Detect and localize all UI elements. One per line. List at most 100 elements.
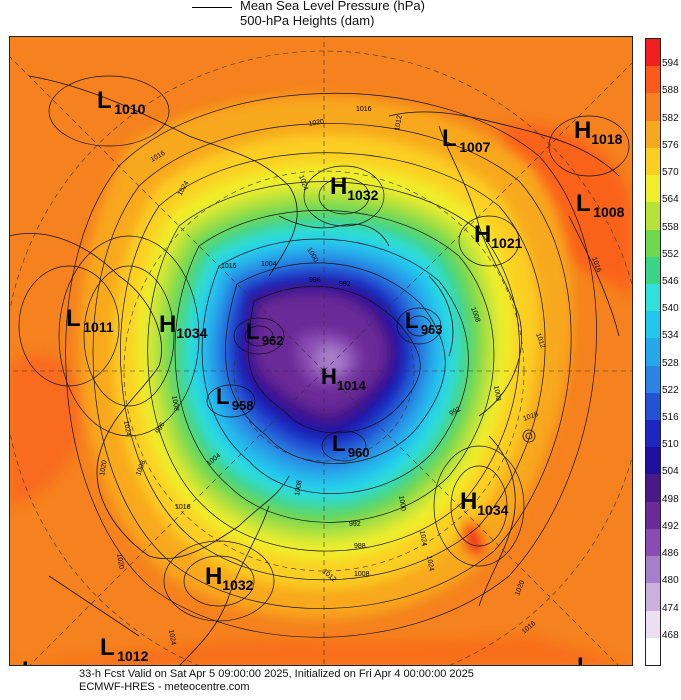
center-value: 1032 — [347, 187, 378, 203]
center-value: 1012 — [117, 648, 148, 664]
model-source-text: ECMWF-HRES - meteocentre.com — [79, 681, 250, 693]
center-letter: H — [460, 488, 477, 515]
center-letter: H — [474, 221, 491, 248]
colorbar-cell — [646, 120, 660, 149]
isobar-label: 1020 — [514, 580, 526, 597]
colorbar-level-label: 576 — [662, 139, 679, 151]
center-value: 1011 — [83, 319, 114, 335]
center-letter: L — [405, 308, 418, 333]
isobar-label: 1024 — [167, 629, 177, 646]
colorbar-cell — [646, 392, 660, 421]
colorbar-level-label: 498 — [662, 493, 679, 505]
colorbar-level-label: 534 — [662, 330, 679, 342]
colorbar-cell — [646, 66, 660, 94]
isobar-label: 1024 — [418, 530, 428, 547]
isobars — [18, 75, 630, 638]
high-pressure-center: H 1014 — [321, 364, 367, 393]
colorbar-cell — [646, 365, 660, 394]
center-letter: H — [330, 173, 347, 200]
colorbar-level-label: 528 — [662, 357, 679, 369]
colorbar-level-label: 504 — [662, 466, 679, 478]
colorbar-level-label: 474 — [662, 602, 679, 614]
colorbar-level-label: 486 — [662, 548, 679, 560]
center-letter: L — [442, 125, 457, 152]
center-value: 960 — [348, 445, 370, 460]
high-pressure-center: H 1034 — [460, 488, 509, 518]
colorbar-cell — [646, 420, 660, 448]
low-pressure-center: L 1007 — [442, 125, 491, 155]
coastlines — [9, 75, 620, 666]
colorbar-cell — [646, 256, 660, 285]
colorbar-cell — [646, 338, 660, 367]
colorbar-cell — [646, 39, 660, 67]
center-value: 1014 — [337, 378, 367, 393]
colorbar-level-label: 564 — [662, 194, 679, 206]
center-letter: L — [577, 653, 592, 666]
isobar-label: 1008 — [469, 306, 481, 323]
colorbar-cell — [646, 528, 660, 557]
center-letter: L — [576, 190, 591, 217]
low-pressure-center: L1013 — [240, 662, 255, 666]
map-legend: Mean Sea Level Pressure (hPa) 500-hPa He… — [0, 0, 681, 32]
forecast-map: 1016 1020 1016 1012 1024 1024 1004 1000 996 992 10… — [9, 36, 633, 666]
center-letter: L — [246, 319, 259, 344]
colorbar-level-label: 540 — [662, 303, 679, 315]
isobar-label: 1016 — [522, 411, 539, 423]
graticule — [9, 36, 633, 666]
center-letter: L — [97, 87, 112, 114]
center-letter: L — [66, 305, 81, 332]
high-pressure-center: H 1021 — [474, 221, 523, 251]
forecast-valid-text: 33-h Fcst Valid on Sat Apr 5 09:00:00 20… — [79, 668, 474, 680]
isobar-label: 1024 — [297, 174, 309, 191]
center-value: 963 — [421, 322, 443, 337]
center-letter: H — [205, 563, 222, 590]
colorbar-level-label: 522 — [662, 384, 679, 396]
isobar-label: 1016 — [221, 263, 237, 270]
center-letter: L — [22, 657, 37, 666]
low-pressure-center: L 1008 — [576, 190, 625, 220]
isobar-label: 996 — [155, 421, 167, 435]
colorbar-cell — [646, 501, 660, 530]
isobar-label: 1012 — [394, 115, 404, 132]
isobar-label: 1008 — [294, 480, 304, 497]
center-value: 1018 — [591, 131, 622, 147]
low-pressure-center: L 1012 — [100, 634, 149, 664]
center-value: 1021 — [491, 235, 522, 251]
isobar-label: 1012 — [534, 332, 546, 349]
center-value: 962 — [262, 333, 284, 348]
colorbar-level-label: 492 — [662, 520, 679, 532]
colorbar-cell — [646, 202, 660, 230]
colorbar-cell — [646, 637, 660, 666]
center-letter: L — [240, 662, 255, 666]
colorbar-cell — [646, 93, 660, 122]
center-letter: H — [159, 311, 176, 338]
high-pressure-center: H 1034 — [159, 311, 208, 341]
isobar-label: 996 — [309, 277, 321, 284]
isobar-label: 1020 — [115, 553, 125, 570]
isobar-label: 1020 — [99, 460, 109, 477]
center-letter: L — [100, 634, 115, 661]
colorbar-cell — [646, 311, 660, 339]
colorbar-level-label: 570 — [662, 167, 679, 179]
footer: 33-h Fcst Valid on Sat Apr 5 09:00:00 20… — [0, 666, 681, 700]
center-value: 958 — [232, 398, 254, 413]
isobar-label: 1000 — [397, 495, 407, 512]
isobar-label: 1008 — [170, 395, 180, 412]
colorbar-level-label: 510 — [662, 439, 679, 451]
colorbar-cell — [646, 474, 660, 503]
center-value: 1008 — [593, 204, 624, 220]
isobar-label: 1024 — [122, 420, 132, 437]
isobar-label: 1016 — [356, 106, 372, 113]
isobar-label: 988 — [354, 543, 366, 550]
colorbar-cell — [646, 447, 660, 475]
low-pressure-center: L 1010 — [97, 87, 146, 117]
colorbar-level-label: 558 — [662, 221, 679, 233]
isobar-label: 1024 — [425, 555, 435, 572]
center-letter: L — [216, 384, 229, 409]
low-pressure-center: L 963 — [405, 308, 443, 337]
isobar-label: 1008 — [492, 385, 502, 402]
colorbar-cell — [646, 283, 660, 312]
isobar-label: 1016 — [590, 256, 602, 273]
